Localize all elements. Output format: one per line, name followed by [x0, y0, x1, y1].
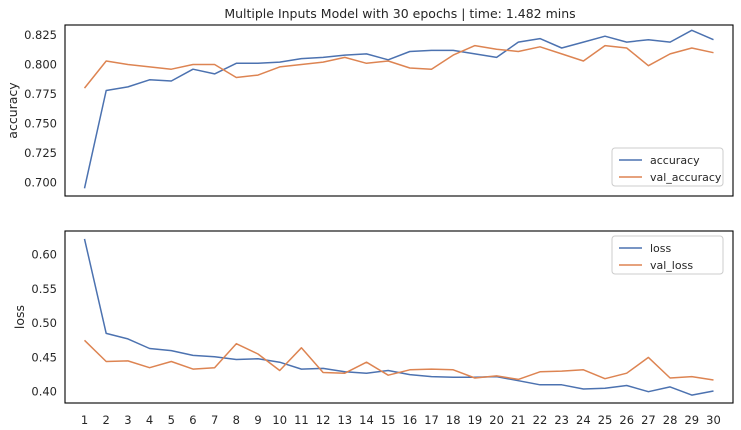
- loss-xtick-label: 17: [424, 413, 439, 427]
- legend-label-accuracy: accuracy: [650, 154, 700, 167]
- accuracy-ytick-label: 0.825: [24, 28, 57, 42]
- loss-xtick-label: 27: [641, 413, 656, 427]
- loss-xtick-label: 11: [294, 413, 309, 427]
- loss-xtick-label: 7: [211, 413, 218, 427]
- loss-xtick-label: 9: [254, 413, 261, 427]
- series-line-val-loss: [83, 339, 714, 381]
- loss-plot-frame: [64, 230, 734, 404]
- loss-xtick-label: 20: [489, 413, 504, 427]
- loss-ytick-label: 0.50: [31, 316, 57, 330]
- accuracy-ytick-label: 0.800: [24, 58, 57, 72]
- loss-xtick-label: 18: [446, 413, 461, 427]
- accuracy-ytick-label: 0.750: [24, 116, 57, 130]
- loss-xtick-label: 21: [511, 413, 526, 427]
- loss-xtick-label: 2: [103, 413, 110, 427]
- loss-ytick-label: 0.55: [31, 282, 57, 296]
- loss-xtick-label: 4: [146, 413, 153, 427]
- loss-xtick-label: 24: [576, 413, 591, 427]
- loss-xtick-label: 29: [684, 413, 699, 427]
- legend-label-val-loss: val_loss: [650, 259, 693, 272]
- loss-panel: 0.400.450.500.550.601 2 3 4 5 6 7 8 9 10 11 12 13 14 1…: [12, 230, 734, 427]
- loss-xtick-label: 8: [233, 413, 240, 427]
- loss-xtick-label: 25: [598, 413, 613, 427]
- loss-ytick-label: 0.60: [31, 248, 57, 262]
- loss-legend: loss val_loss: [611, 235, 724, 275]
- loss-xtick-label: 3: [124, 413, 131, 427]
- loss-xtick-label: 28: [663, 413, 678, 427]
- accuracy-plot-frame: [64, 24, 734, 197]
- loss-xtick-label: 14: [359, 413, 374, 427]
- loss-ytick-label: 0.40: [31, 385, 57, 399]
- chart-title: Multiple Inputs Model with 30 epochs | t…: [224, 6, 575, 21]
- accuracy-ytick-label: 0.775: [24, 87, 57, 101]
- series-line-val-accuracy: [83, 44, 714, 89]
- loss-xtick-label: 10: [272, 413, 287, 427]
- loss-xtick-label: 22: [533, 413, 548, 427]
- loss-xtick-label: 6: [189, 413, 196, 427]
- loss-xtick-label: 5: [168, 413, 175, 427]
- loss-y-axis-label: loss: [12, 305, 27, 329]
- loss-xtick-label: 16: [403, 413, 418, 427]
- accuracy-legend: accuracy val_accuracy: [611, 147, 724, 187]
- loss-xtick-label: 30: [706, 413, 721, 427]
- loss-xtick-label: 13: [337, 413, 352, 427]
- loss-xtick-label: 1: [81, 413, 88, 427]
- loss-xtick-label: 26: [619, 413, 634, 427]
- loss-ytick-label: 0.45: [31, 350, 57, 364]
- accuracy-y-axis-label: accuracy: [5, 82, 20, 139]
- legend-label-loss: loss: [650, 242, 672, 255]
- accuracy-ytick-label: 0.725: [24, 146, 57, 160]
- loss-xtick-label: 19: [468, 413, 483, 427]
- loss-xtick-label: 12: [316, 413, 331, 427]
- accuracy-ytick-label: 0.700: [24, 175, 57, 189]
- loss-xtick-label: 15: [381, 413, 396, 427]
- series-line-accuracy: [83, 29, 714, 189]
- accuracy-panel: 0.7000.7250.7500.7750.8000.825accuracyac…: [5, 24, 734, 197]
- loss-xtick-label: 23: [554, 413, 569, 427]
- legend-label-val-accuracy: val_accuracy: [650, 171, 722, 184]
